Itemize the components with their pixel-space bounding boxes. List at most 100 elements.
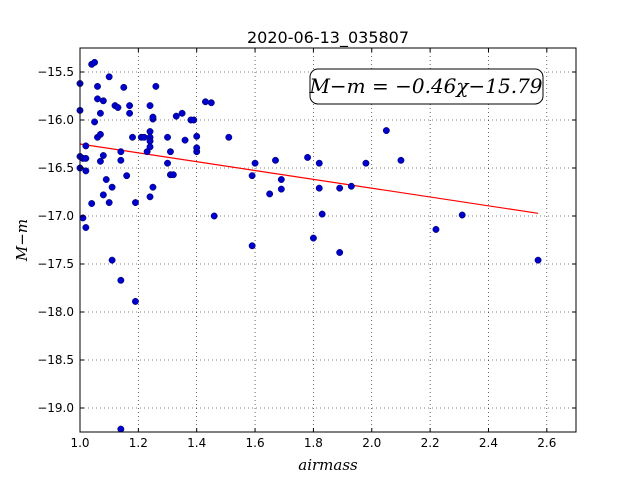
data-point: [140, 133, 148, 141]
data-point: [458, 211, 466, 219]
x-tick-label: 1.8: [304, 436, 323, 450]
y-tick-label: −18.0: [37, 305, 74, 319]
data-point: [91, 118, 99, 126]
data-point: [190, 116, 198, 124]
data-point: [251, 159, 259, 167]
data-point: [117, 148, 125, 156]
equation-box-frame: [309, 68, 544, 105]
data-point: [225, 133, 233, 141]
data-point: [277, 185, 285, 193]
data-point: [336, 184, 344, 192]
data-point: [146, 137, 154, 145]
x-tick-label: 1.0: [70, 436, 89, 450]
data-point: [266, 190, 274, 198]
y-tick-label: −17.0: [37, 209, 74, 223]
data-point: [108, 183, 116, 191]
fit-line-group: [79, 143, 539, 214]
data-point: [193, 144, 201, 152]
data-point: [181, 136, 189, 144]
y-tick-labels: −15.5 −16.0 −16.5 −17.0 −17.5 −18.0 −18.5 −19.0: [37, 65, 74, 415]
data-point: [169, 171, 177, 179]
data-point: [88, 200, 96, 207]
data-point: [102, 176, 110, 183]
equation-text: M−m = −0.46χ−15.79: [308, 74, 542, 98]
data-point: [108, 256, 116, 264]
plot-area: [80, 48, 576, 432]
data-point: [126, 109, 134, 117]
y-tick-label: −17.5: [37, 257, 74, 271]
data-point: [315, 184, 323, 192]
data-point: [248, 242, 256, 250]
data-point: [131, 297, 139, 305]
data-point: [146, 128, 154, 135]
data-point: [117, 425, 125, 433]
data-point: [131, 199, 139, 207]
data-point: [129, 133, 136, 141]
data-point: [99, 152, 107, 159]
data-point: [248, 172, 256, 180]
data-point: [193, 132, 201, 140]
data-point: [117, 276, 125, 284]
x-tick-labels: 1.0 1.2 1.4 1.6 1.8 2.0 2.2 2.4 2.6: [70, 436, 556, 450]
data-point: [96, 157, 104, 165]
data-point: [99, 191, 107, 199]
y-tick-label: −19.0: [37, 401, 74, 415]
data-point: [99, 97, 107, 105]
data-point: [534, 256, 542, 264]
y-tick-label: −15.5: [37, 65, 74, 79]
data-point: [120, 83, 128, 91]
y-axis-label: M−m: [13, 219, 31, 262]
data-point: [94, 95, 101, 103]
data-point: [166, 148, 174, 156]
data-point: [82, 224, 90, 231]
data-point: [432, 225, 440, 233]
data-point: [94, 82, 101, 90]
x-tick-label: 2.0: [362, 436, 381, 450]
data-point: [362, 159, 370, 167]
plot-frame: [79, 47, 577, 433]
data-point: [304, 153, 312, 161]
data-point: [382, 127, 390, 135]
data-point: [105, 73, 113, 81]
data-point: [164, 159, 171, 167]
chart-title: 2020-06-13_035807: [247, 28, 409, 48]
data-point: [336, 249, 344, 256]
data-point: [152, 82, 160, 90]
data-point: [210, 212, 218, 220]
x-tick-label: 2.4: [479, 436, 498, 450]
x-tick-label: 1.2: [129, 436, 148, 450]
data-point: [146, 102, 154, 110]
data-point: [149, 183, 157, 191]
x-tick-label: 1.6: [246, 436, 265, 450]
y-tick-label: −16.5: [37, 161, 74, 175]
x-tick-label: 1.4: [187, 436, 206, 450]
data-point: [146, 193, 154, 201]
x-axis-label: airmass: [298, 456, 358, 474]
x-tick-label: 2.6: [537, 436, 556, 450]
data-point: [117, 156, 125, 164]
data-point: [202, 98, 209, 106]
axis-ticks: [79, 48, 576, 432]
data-point: [82, 142, 90, 150]
data-point: [397, 156, 405, 164]
y-tick-label: −16.0: [37, 113, 74, 127]
data-point: [309, 234, 317, 242]
data-point: [126, 102, 134, 110]
data-point: [91, 58, 99, 66]
data-point: [178, 109, 186, 117]
data-point: [315, 159, 323, 167]
data-points: [76, 58, 542, 433]
fit-line: [79, 143, 539, 214]
data-point: [105, 199, 113, 207]
data-point: [123, 172, 131, 180]
data-point: [82, 154, 90, 162]
grid-lines: [79, 48, 576, 432]
data-point: [272, 156, 279, 164]
data-point: [114, 104, 122, 111]
data-point: [172, 112, 180, 120]
data-point: [149, 113, 157, 121]
data-point: [318, 210, 326, 218]
data-point: [96, 109, 104, 117]
data-point: [207, 99, 215, 107]
